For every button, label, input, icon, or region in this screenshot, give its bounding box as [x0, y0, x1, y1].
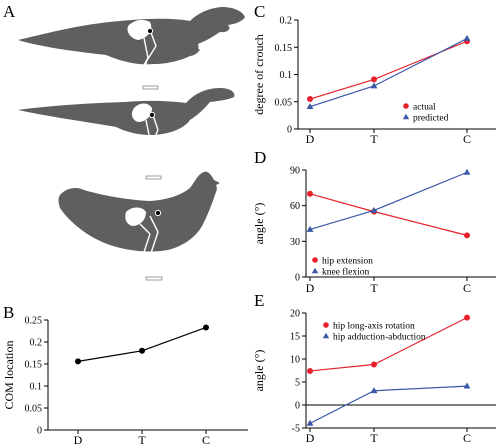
- e-y-tick-label: 15: [290, 332, 300, 343]
- e-legend-label-1: hip adduction-abduction: [333, 332, 426, 342]
- e-x-category-label: D: [306, 431, 315, 445]
- e-legend-label-0: hip long-axis rotation: [333, 321, 415, 331]
- e-y-tick-label: 10: [290, 355, 300, 366]
- e-series-0-point: [371, 361, 377, 368]
- c-legend-marker-0: [403, 103, 409, 109]
- e-series-0-point: [307, 367, 313, 374]
- d-series-0-point: [307, 190, 313, 197]
- b-y-tick-label: 0.1: [30, 382, 43, 393]
- c-series-1-point: [370, 82, 378, 89]
- b-x-category-label: T: [138, 433, 146, 447]
- c-series-1-point: [306, 103, 314, 110]
- b-y-tick-label: 0.15: [25, 360, 43, 371]
- d-series-1-point: [463, 168, 471, 175]
- chicken-silhouette: [58, 171, 220, 281]
- d-y-tick-label: 30: [290, 237, 300, 248]
- c-legend-marker-1: [402, 113, 410, 120]
- e-x-category-label: C: [463, 431, 471, 445]
- c-series-line-1: [309, 37, 468, 108]
- c-x-category-label: T: [370, 132, 378, 146]
- b-x-category-label: C: [202, 433, 210, 447]
- b-x-category-label: D: [74, 433, 83, 447]
- panel-letter-a: A: [3, 2, 16, 21]
- d-y-tick-label: 0: [295, 273, 300, 284]
- b-y-tick-label: 0.2: [30, 338, 43, 349]
- b-y-tick-label: 0: [37, 426, 42, 437]
- b-series-0-point: [139, 347, 145, 354]
- c-series-1-point: [463, 34, 471, 41]
- e-series-1-point: [370, 387, 378, 394]
- d-y-tick-label: 60: [290, 201, 300, 212]
- d-legend-marker-1: [311, 267, 319, 274]
- panel-b-com-location-chart: 0 0.05 0.1 0.15 0.2 0.25 D T C COM location: [2, 316, 248, 447]
- c-y-tick-label: 0.1: [280, 70, 293, 81]
- c-series-0-point: [307, 96, 313, 103]
- e-legend-marker-0: [323, 322, 329, 328]
- c-legend-label-0: actual: [413, 102, 436, 112]
- c-y-tick-label: 0.2: [280, 16, 293, 27]
- d-y-axis-label: angle (°): [252, 203, 266, 245]
- e-y-tick-label: 20: [290, 309, 300, 320]
- d-x-category-label: C: [463, 281, 471, 295]
- e-x-category-label: T: [370, 431, 378, 445]
- b-y-tick-label: 0.25: [25, 316, 43, 327]
- c-y-tick-label: 0: [287, 125, 292, 136]
- e-y-tick-label: 5: [295, 378, 300, 389]
- panel-letter-e: E: [254, 291, 264, 310]
- e-y-tick-label: -5: [292, 424, 300, 435]
- d-series-line-0: [309, 193, 468, 236]
- c-y-axis-label: degree of crouch: [252, 34, 266, 115]
- panel-letter-b: B: [3, 303, 14, 322]
- c-x-category-label: C: [463, 132, 471, 146]
- d-x-category-label: D: [306, 281, 315, 295]
- d-series-1-point: [370, 206, 378, 213]
- c-y-tick-label: 0.15: [275, 43, 293, 54]
- e-series-1-point: [463, 382, 471, 389]
- e-legend-marker-1: [322, 332, 330, 339]
- small-theropod-silhouette: [18, 88, 235, 180]
- d-y-tick-label: 90: [290, 166, 300, 177]
- tyrannosaur-silhouette: [18, 7, 245, 90]
- c-legend-label-1: predicted: [413, 113, 449, 123]
- panel-a-illustrations: [18, 7, 245, 281]
- d-x-category-label: T: [370, 281, 378, 295]
- d-legend-marker-0: [312, 257, 318, 263]
- d-series-0-point: [464, 232, 470, 239]
- e-y-axis-label: angle (°): [252, 350, 266, 392]
- c-y-tick-label: 0.05: [275, 97, 293, 108]
- d-series-1-point: [306, 225, 314, 232]
- panel-letter-d: D: [254, 148, 266, 167]
- panel-letter-c: C: [254, 2, 265, 21]
- d-legend-label-1: knee flexion: [322, 266, 369, 277]
- c-series-0-point: [371, 76, 377, 83]
- d-legend-label-0: hip extension: [322, 256, 373, 266]
- b-series-line-0: [77, 326, 207, 362]
- c-x-category-label: D: [306, 132, 315, 146]
- b-series-0-point: [203, 324, 209, 331]
- e-series-0-point: [464, 314, 470, 321]
- b-y-tick-label: 0.05: [25, 404, 43, 415]
- b-series-0-point: [75, 358, 81, 365]
- b-y-axis-label: COM location: [2, 341, 16, 410]
- e-y-tick-label: 0: [295, 401, 300, 412]
- e-series-1-point: [306, 419, 314, 426]
